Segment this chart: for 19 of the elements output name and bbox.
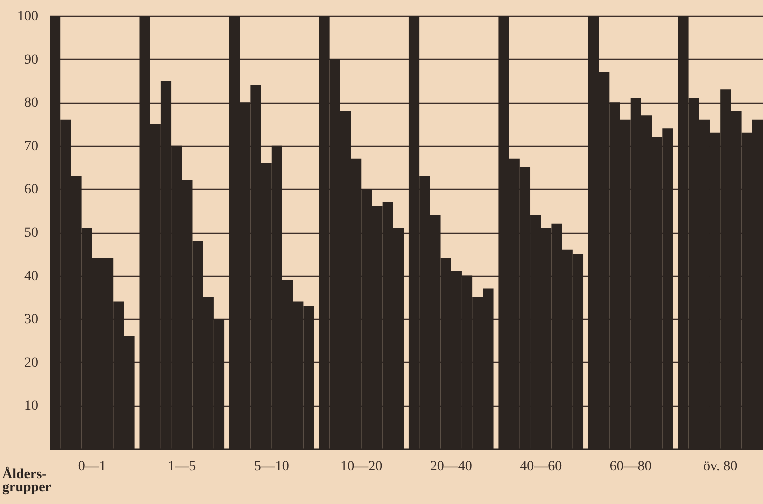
y-tick-label: 30 [24,312,38,328]
x-tick-label: 40—60 [520,460,562,474]
x-tick-label: öv. 80 [704,460,738,474]
y-tick-label: 100 [18,10,38,24]
y-tick-label: 70 [24,139,38,154]
y-tick-label: 80 [24,96,38,112]
x-tick-label: 0—1 [78,460,106,474]
x-tick-label: 10—20 [340,460,383,474]
x-axis-title: Ålders- grupper [2,466,52,496]
y-tick-label: 40 [24,269,38,284]
y-tick-label: 10 [24,399,38,414]
x-tick-label: 20—40 [430,460,472,474]
y-tick-label: 60 [24,182,38,198]
x-tick-label: 5—10 [254,460,290,474]
y-tick-label: 90 [24,52,38,68]
y-tick-label: 50 [24,226,38,241]
x-tick-label: 1—5 [168,460,196,474]
y-tick-label: 20 [24,356,38,371]
x-tick-label: 60—80 [610,460,652,474]
